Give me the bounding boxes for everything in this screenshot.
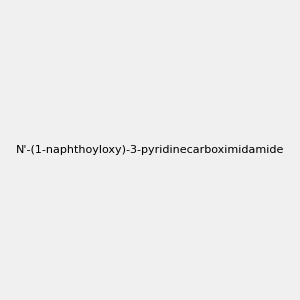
Text: N'-(1-naphthoyloxy)-3-pyridinecarboximidamide: N'-(1-naphthoyloxy)-3-pyridinecarboximid… [16,145,284,155]
